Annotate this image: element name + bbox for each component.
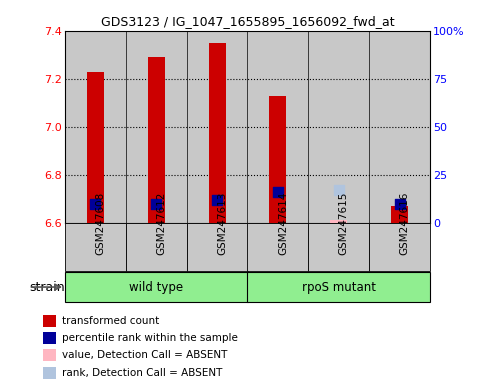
Bar bbox=[186, 31, 248, 223]
Bar bbox=[126, 31, 186, 223]
Bar bbox=[369, 223, 430, 271]
Text: GSM247613: GSM247613 bbox=[217, 192, 227, 255]
Text: rpoS mutant: rpoS mutant bbox=[302, 281, 376, 293]
Point bbox=[274, 189, 282, 195]
Bar bbox=[330, 220, 347, 223]
Text: rank, Detection Call = ABSENT: rank, Detection Call = ABSENT bbox=[62, 368, 222, 378]
Point bbox=[396, 200, 404, 207]
Bar bbox=[369, 31, 430, 223]
Point bbox=[335, 187, 343, 193]
Bar bbox=[43, 349, 56, 361]
Bar bbox=[248, 223, 308, 271]
Text: strain: strain bbox=[30, 281, 65, 293]
Bar bbox=[65, 272, 248, 302]
Point bbox=[152, 200, 160, 207]
Bar bbox=[43, 332, 56, 344]
Bar bbox=[87, 71, 104, 223]
Bar bbox=[148, 57, 165, 223]
Text: GSM247608: GSM247608 bbox=[96, 192, 106, 255]
Bar bbox=[208, 43, 226, 223]
Bar bbox=[43, 315, 56, 327]
Bar bbox=[126, 223, 186, 271]
Title: GDS3123 / IG_1047_1655895_1656092_fwd_at: GDS3123 / IG_1047_1655895_1656092_fwd_at bbox=[100, 15, 395, 28]
Bar bbox=[65, 223, 126, 271]
Point bbox=[213, 197, 221, 203]
Point bbox=[92, 200, 100, 207]
Text: GSM247615: GSM247615 bbox=[339, 192, 349, 255]
Bar bbox=[186, 223, 248, 271]
Bar bbox=[391, 206, 408, 223]
Text: percentile rank within the sample: percentile rank within the sample bbox=[62, 333, 238, 343]
Text: transformed count: transformed count bbox=[62, 316, 160, 326]
Text: GSM247614: GSM247614 bbox=[278, 192, 288, 255]
Text: GSM247612: GSM247612 bbox=[156, 192, 166, 255]
Bar bbox=[270, 96, 286, 223]
Bar bbox=[43, 367, 56, 379]
Bar bbox=[248, 31, 308, 223]
Text: value, Detection Call = ABSENT: value, Detection Call = ABSENT bbox=[62, 351, 228, 361]
Text: GSM247616: GSM247616 bbox=[400, 192, 409, 255]
Bar bbox=[65, 31, 126, 223]
Text: wild type: wild type bbox=[129, 281, 184, 293]
Bar bbox=[308, 223, 369, 271]
Bar bbox=[308, 31, 369, 223]
Bar bbox=[248, 272, 430, 302]
